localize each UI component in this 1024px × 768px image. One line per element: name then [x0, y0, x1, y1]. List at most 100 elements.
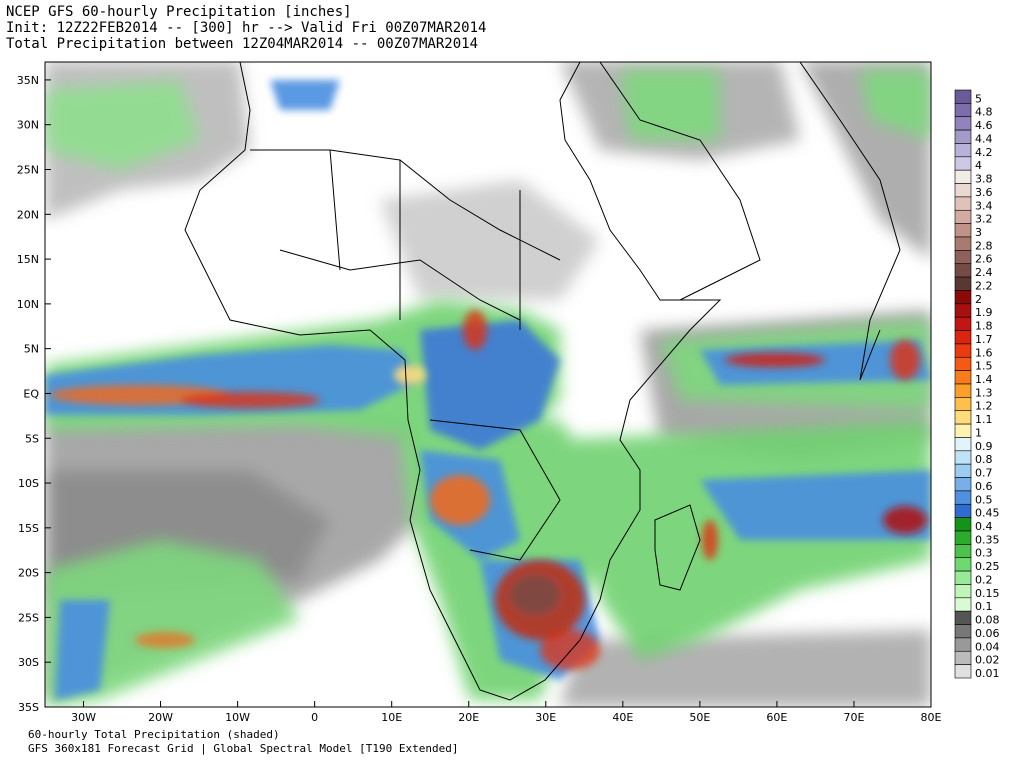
- colorbar-label: 4: [975, 159, 982, 172]
- colorbar-swatch: [954, 383, 972, 398]
- lat-tick-label: 35N: [17, 74, 39, 87]
- lon-tick-label: 80E: [921, 711, 942, 724]
- colorbar-label: 4.2: [975, 146, 993, 159]
- map-frame: [44, 61, 932, 708]
- lon-tick-label: 60E: [766, 711, 787, 724]
- colorbar-swatch: [954, 196, 972, 211]
- colorbar-swatch: [954, 544, 972, 559]
- colorbar-label: 0.45: [975, 507, 1000, 520]
- colorbar-label: 0.35: [975, 533, 1000, 546]
- lat-tick-label: 20N: [17, 208, 39, 221]
- colorbar-swatch: [954, 330, 972, 345]
- colorbar-label: 1.5: [975, 360, 993, 373]
- lon-tick-label: 30E: [535, 711, 556, 724]
- colorbar-label: 0.4: [975, 520, 993, 533]
- lat-tick-label: 25S: [18, 611, 39, 624]
- colorbar-swatch: [954, 637, 972, 652]
- colorbar-label: 2.6: [975, 253, 993, 266]
- colorbar-swatch: [954, 664, 972, 679]
- colorbar-label: 5: [975, 92, 982, 105]
- colorbar-label: 1.2: [975, 400, 993, 413]
- colorbar-label: 3.4: [975, 199, 993, 212]
- lon-tick-label: 20W: [148, 711, 173, 724]
- colorbar-swatch: [954, 89, 972, 104]
- longitude-axis: 30W 20W 10W 0 10E 20E 30E 40E 50E 60E 70E 80E: [71, 701, 942, 724]
- lon-tick-label: 20E: [458, 711, 479, 724]
- colorbar-swatch: [954, 370, 972, 385]
- lon-tick-label: 70E: [843, 711, 864, 724]
- colorbar-label: 1.1: [975, 413, 993, 426]
- lon-tick-label: 0: [311, 711, 318, 724]
- latitude-axis: 35N 30N 25N 20N 15N 10N 5N EQ 5S 10S 15S 20S 25S 30S 3…: [17, 74, 51, 714]
- colorbar-swatch: [954, 316, 972, 331]
- lon-tick-label: 10E: [381, 711, 402, 724]
- colorbar-label: 2: [975, 293, 982, 306]
- colorbar-swatch: [954, 356, 972, 371]
- colorbar-label: 2.4: [975, 266, 993, 279]
- lat-tick-label: 35S: [18, 701, 39, 714]
- lat-tick-label: 30S: [18, 656, 39, 669]
- colorbar-swatch: [954, 477, 972, 492]
- lat-tick-label: 10S: [18, 477, 39, 490]
- colorbar-swatch: [954, 463, 972, 478]
- colorbar-label: 1.6: [975, 346, 993, 359]
- colorbar-label: 1.7: [975, 333, 993, 346]
- lon-tick-label: 50E: [689, 711, 710, 724]
- colorbar-swatch: [954, 423, 972, 438]
- colorbar-label: 0.2: [975, 573, 993, 586]
- colorbar-label: 0.6: [975, 480, 993, 493]
- colorbar-swatch: [954, 343, 972, 358]
- lat-tick-label: 5N: [24, 343, 39, 356]
- lat-tick-label: 30N: [17, 119, 39, 132]
- colorbar-swatch: [954, 116, 972, 131]
- lon-tick-label: 10W: [225, 711, 250, 724]
- colorbar-swatch: [954, 597, 972, 612]
- colorbar-swatch: [954, 530, 972, 545]
- colorbar-label: 1.9: [975, 306, 993, 319]
- colorbar-swatch: [954, 276, 972, 291]
- lat-tick-label: EQ: [23, 387, 39, 400]
- colorbar-label: 0.7: [975, 467, 993, 480]
- colorbar-label: 0.8: [975, 453, 993, 466]
- lat-tick-label: 15N: [17, 253, 39, 266]
- colorbar-swatch: [954, 437, 972, 452]
- lat-tick-label: 25N: [17, 164, 39, 177]
- colorbar-swatch: [954, 610, 972, 625]
- coastlines: [184, 62, 901, 701]
- accumulation-period-line: Total Precipitation between 12Z04MAR2014…: [6, 36, 479, 52]
- colorbar-label: 2.2: [975, 279, 993, 292]
- colorbar-swatch: [954, 450, 972, 465]
- colorbar-label: 0.08: [975, 614, 1000, 627]
- colorbar-label: 4.4: [975, 132, 993, 145]
- colorbar-label: 0.9: [975, 440, 993, 453]
- colorbar-swatch: [954, 410, 972, 425]
- model-description: GFS 360x181 Forecast Grid | Global Spect…: [28, 742, 459, 755]
- colorbar-label: 1.4: [975, 373, 993, 386]
- colorbar-swatch: [954, 303, 972, 318]
- colorbar-label: 0.04: [975, 640, 1000, 653]
- colorbar-label: 0.5: [975, 493, 993, 506]
- lon-tick-label: 40E: [612, 711, 633, 724]
- colorbar-swatch: [954, 624, 972, 639]
- colorbar-swatch: [954, 517, 972, 532]
- colorbar-label: 1.3: [975, 386, 993, 399]
- lon-tick-label: 30W: [71, 711, 96, 724]
- lat-tick-label: 20S: [18, 567, 39, 580]
- colorbar-swatch: [954, 209, 972, 224]
- colorbar-label: 0.02: [975, 654, 1000, 667]
- colorbar-label: 0.06: [975, 627, 1000, 640]
- colorbar-label: 4.6: [975, 119, 993, 132]
- colorbar-swatch: [954, 503, 972, 518]
- colorbar-swatch: [954, 650, 972, 665]
- colorbar-swatch: [954, 223, 972, 238]
- precipitation-field: [45, 62, 931, 707]
- colorbar-label: 0.01: [975, 667, 1000, 680]
- colorbar: 54.84.64.44.243.83.63.43.232.82.62.42.22…: [954, 89, 1000, 680]
- colorbar-label: 0.25: [975, 560, 1000, 573]
- colorbar-swatch: [954, 143, 972, 158]
- colorbar-swatch: [954, 250, 972, 265]
- colorbar-swatch: [954, 584, 972, 599]
- colorbar-swatch: [954, 169, 972, 184]
- colorbar-label: 0.1: [975, 600, 993, 613]
